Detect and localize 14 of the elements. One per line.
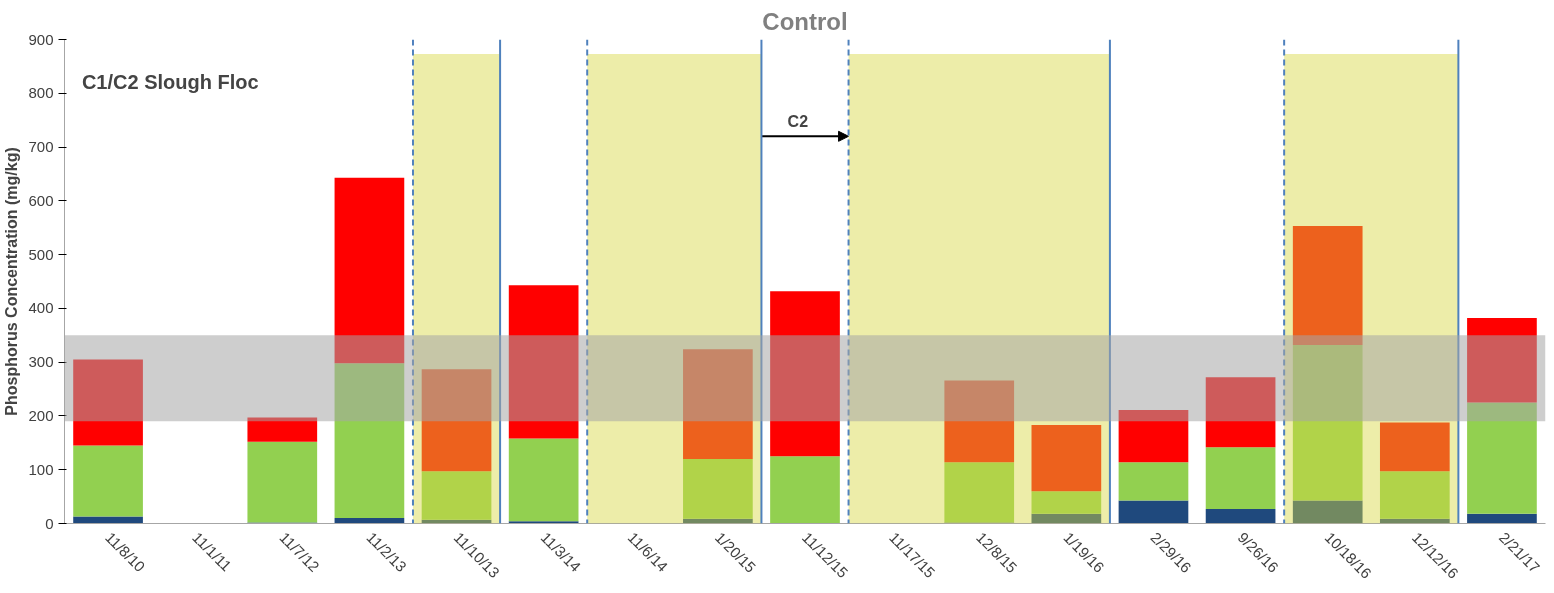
y-tick-label: 300 — [28, 353, 54, 371]
y-tick-label: 900 — [28, 30, 54, 48]
y-tick-label: 600 — [28, 191, 54, 209]
y-tick-label: 800 — [28, 84, 54, 102]
y-tick-label: 400 — [28, 299, 54, 317]
y-tick-label: 500 — [28, 245, 54, 263]
annotation: C2 — [787, 113, 809, 131]
annotation: C1/C2 Slough Floc — [81, 71, 259, 94]
y-tick-label: 700 — [28, 138, 54, 156]
y-tick-label: 200 — [28, 406, 54, 424]
chart-title: Control — [762, 7, 848, 35]
y-tick-label: 0 — [45, 514, 54, 532]
y-axis-title: Phosphorus Concentration (mg/kg) — [3, 147, 21, 416]
y-tick-label: 100 — [28, 460, 54, 478]
